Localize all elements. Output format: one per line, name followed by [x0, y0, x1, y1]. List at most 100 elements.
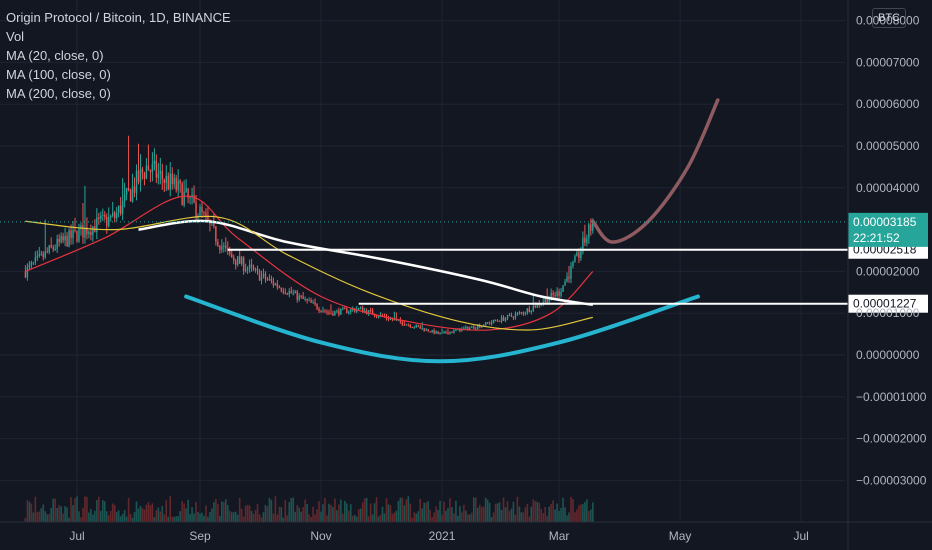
candle-body — [171, 173, 173, 185]
candle-body — [252, 266, 255, 270]
volume-bar — [425, 502, 427, 522]
candle-body — [34, 257, 37, 263]
candle-body — [302, 296, 304, 299]
candle-body — [40, 253, 42, 255]
candle-body — [96, 217, 98, 233]
volume-bar — [524, 507, 527, 522]
volume-bar — [304, 499, 306, 522]
volume-bar — [334, 498, 336, 522]
volume-bar — [369, 503, 372, 522]
candle-body — [419, 326, 421, 329]
candle-body — [100, 215, 102, 219]
candle-body — [407, 324, 410, 326]
candle-body — [354, 309, 356, 312]
y-tick-label: −0.00003000 — [856, 473, 927, 487]
volume-bar — [155, 510, 158, 522]
candle-body — [292, 293, 294, 295]
candle-body — [465, 327, 467, 329]
volume-bar — [538, 502, 541, 522]
y-tick-label: 0.00004000 — [856, 181, 920, 195]
candle-body — [532, 305, 534, 311]
last-price-label: 0.00003185 — [853, 215, 917, 229]
candle-body — [558, 291, 560, 296]
volume-bar — [532, 499, 535, 522]
candle-body — [550, 292, 552, 299]
legend-ma200[interactable]: MA (200, close, 0) — [6, 86, 111, 101]
volume-bar — [320, 511, 322, 522]
candle-body — [233, 257, 235, 261]
candle-body — [455, 330, 457, 332]
volume-bar — [185, 508, 187, 522]
volume-bar — [417, 511, 420, 522]
volume-bar — [173, 516, 176, 522]
candle-body — [68, 230, 70, 247]
legend-vol[interactable]: Vol — [6, 29, 25, 44]
candle-body — [248, 264, 251, 269]
volume-bar — [113, 504, 116, 522]
candle-body — [155, 160, 158, 178]
volume-bar — [361, 502, 364, 522]
candle-body — [268, 278, 271, 280]
candle-body — [82, 225, 84, 238]
volume-bar — [393, 512, 396, 522]
volume-bar — [401, 497, 404, 522]
candle-body — [524, 312, 527, 314]
candle-body — [488, 322, 491, 324]
candle-body — [229, 250, 231, 254]
volume-bar — [181, 501, 183, 522]
candle-body — [350, 309, 352, 312]
candle-body — [42, 253, 44, 258]
candle-body — [560, 291, 562, 296]
candle-body — [58, 238, 60, 243]
volume-bar — [177, 516, 179, 522]
volume-bar — [552, 500, 554, 522]
volume-bar — [119, 516, 122, 522]
candle-body — [508, 314, 511, 316]
countdown-label: 22:21:52 — [853, 231, 900, 245]
volume-bar — [550, 503, 552, 522]
candle-body — [522, 312, 525, 314]
volume-bar — [474, 497, 477, 522]
currency-unit-badge[interactable]: BTC — [872, 8, 906, 28]
volume-bar — [391, 513, 394, 522]
candle-body — [282, 290, 285, 293]
volume-bar — [197, 511, 199, 522]
candle-body — [588, 224, 590, 239]
candle-body — [88, 232, 90, 235]
volume-bar — [443, 501, 445, 522]
candle-body — [369, 310, 372, 312]
volume-bar — [288, 502, 291, 522]
volume-bar — [586, 499, 588, 522]
candle-body — [423, 328, 425, 331]
candle-body — [502, 317, 505, 321]
candle-body — [348, 311, 350, 314]
candle-body — [318, 308, 320, 311]
legend-ma20[interactable]: MA (20, close, 0) — [6, 48, 104, 63]
candle-body — [415, 325, 417, 328]
candle-body — [205, 213, 207, 216]
candle-body — [306, 298, 308, 301]
volume-bar — [258, 514, 261, 522]
legend-ma100[interactable]: MA (100, close, 0) — [6, 67, 111, 82]
candle-body — [179, 180, 181, 184]
volume-bar — [217, 504, 219, 522]
volume-bar — [461, 512, 463, 522]
volume-bar — [284, 500, 287, 522]
candle-body — [288, 291, 290, 295]
candle-body — [467, 327, 469, 330]
candle-body — [518, 312, 521, 314]
projection-curve — [591, 98, 720, 244]
candle-body — [185, 188, 187, 192]
candle-body — [201, 206, 203, 213]
volume-bar — [373, 503, 376, 522]
candle-body — [141, 168, 144, 173]
volume-bar — [542, 513, 545, 522]
candle-body — [425, 329, 427, 331]
volume-bar — [427, 501, 429, 522]
volume-bar — [578, 505, 580, 522]
candle-body — [207, 215, 209, 221]
candle-body — [74, 229, 76, 231]
candle-body — [294, 291, 296, 294]
